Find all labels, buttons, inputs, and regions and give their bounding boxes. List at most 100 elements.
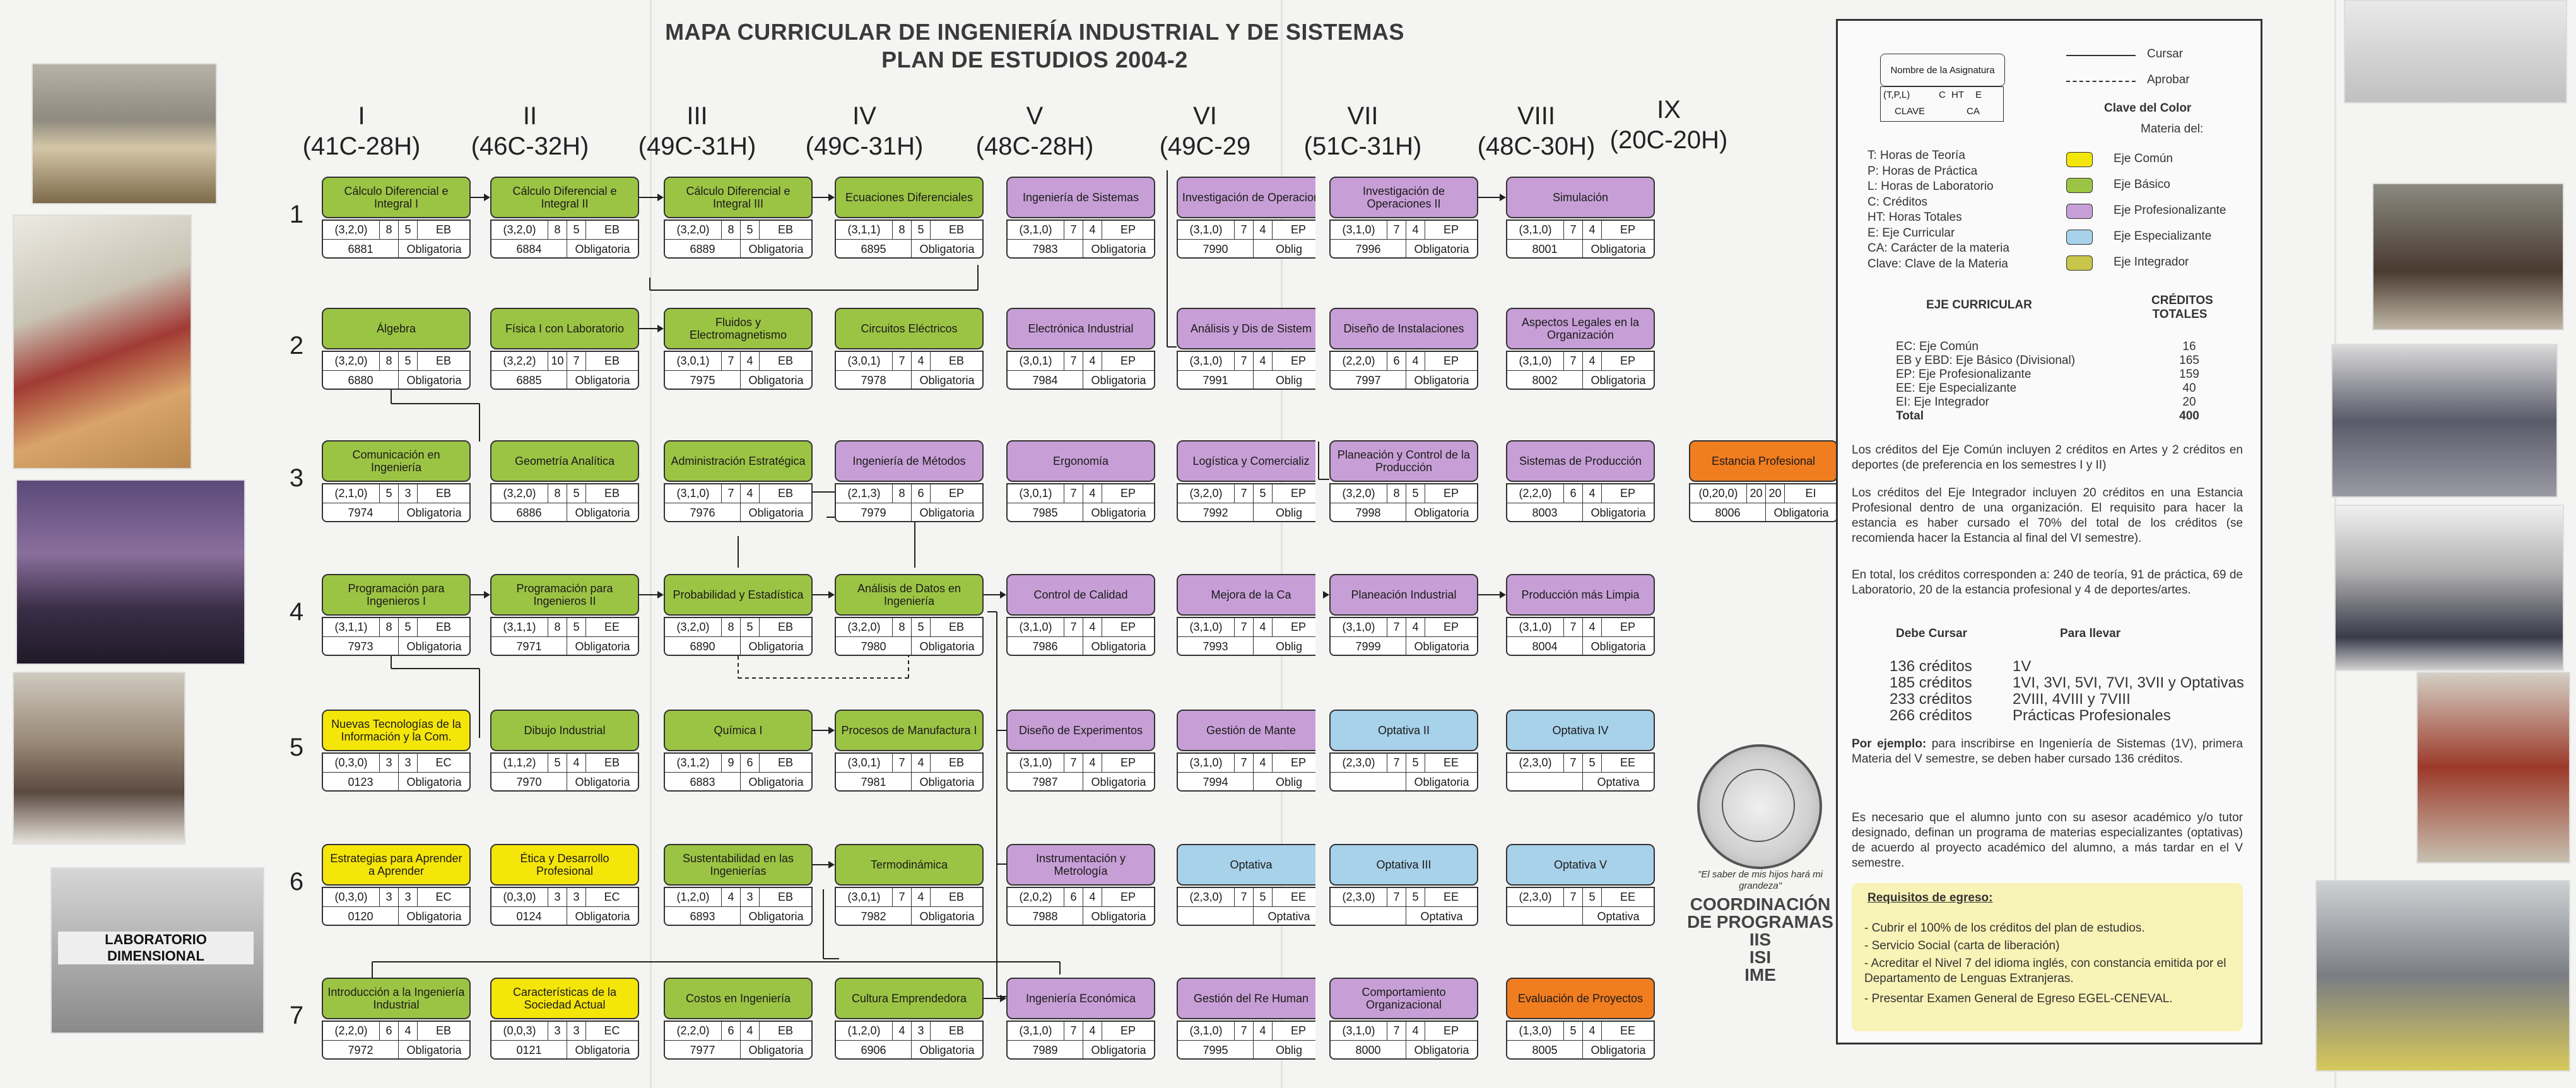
course-box[interactable]: Ingeniería Económica (3,1,0) 7 4 EP 7989 Oblig… — [1006, 978, 1155, 1061]
course-box[interactable]: Ética y Desarrollo Profesional (0,3,0) 3 3 E… — [490, 844, 639, 927]
course-box[interactable]: Ingeniería de Sistemas (3,1,0) 7 4 EP 7983 Obl… — [1006, 177, 1155, 260]
course-box[interactable]: Investigación de Operaciones II (3,1,0) 7 4… — [1329, 177, 1478, 260]
course-code: 8006 — [1690, 503, 1766, 521]
course-box[interactable]: Características de la Sociedad Actual (0,… — [490, 978, 639, 1061]
legend-panel — [1836, 19, 2262, 1044]
course-box[interactable]: Termodinámica (3,0,1) 7 4 EB 7982 Obligatoria — [835, 844, 984, 927]
course-box[interactable]: Cultura Emprendedora (1,2,0) 4 3 EB 6906 Oblig… — [835, 978, 984, 1061]
course-box[interactable]: Optativa III (2,3,0) 7 5 EE Optativa — [1329, 844, 1478, 927]
course-character: Obligatoria — [1414, 775, 1469, 788]
course-box[interactable]: Introducción a la Ingeniería Industrial(… — [322, 978, 471, 1061]
course-box[interactable]: Probabilidad y Estadística (3,2,0) 8 5 EB 689… — [664, 574, 813, 657]
course-tpl: (3,1,0) — [1008, 1022, 1064, 1041]
course-code: 6886 — [491, 503, 567, 521]
course-box[interactable]: Optativa IV (2,3,0) 7 5 EE Optativa — [1506, 710, 1655, 793]
course-box[interactable]: Optativa (2,3,0) 7 5 EE Optativa — [1177, 844, 1315, 927]
course-box[interactable]: Cálculo Diferencial e Integral I (3,2,0) 8… — [322, 177, 471, 260]
course-hours: 4 — [1083, 754, 1102, 773]
course-detail-grid: (0,3,0) 3 3 EC 0120 Obligatoria — [322, 887, 471, 926]
course-box[interactable]: Comportamiento Organizacional (3,1,0) 7 4 EP… — [1329, 978, 1478, 1061]
para-llevar-header: Para llevar — [2060, 627, 2121, 640]
course-character: Optativa — [1267, 910, 1310, 923]
course-axis: EP — [1602, 484, 1654, 503]
course-box[interactable]: Sistemas de Producción (2,2,0) 6 4 EP 8003 Obl… — [1506, 440, 1655, 524]
course-box[interactable]: Química I (3,1,2) 9 6 EB 6883 Obligatoria — [664, 710, 813, 793]
course-box[interactable]: Estancia Profesional (0,20,0) 20 20 EI 8006 Ob… — [1689, 440, 1838, 524]
course-box[interactable]: Instrumentación y Metrología (2,0,2) 6 4 EP 7… — [1006, 844, 1155, 927]
machine-photo-1 — [2344, 0, 2567, 103]
course-box[interactable]: Geometría Analítica (3,2,0) 8 5 EB 6886 Obliga… — [490, 440, 639, 524]
fold-line-2 — [1281, 0, 1283, 1088]
course-box[interactable]: Planeación y Control de la Producción (3,… — [1329, 440, 1478, 524]
course-box[interactable]: Física I con Laboratorio (3,2,2) 10 7 EB 6885… — [490, 308, 639, 391]
course-box[interactable]: Costos en Ingeniería (2,2,0) 6 4 EB 7977 Oblig… — [664, 978, 813, 1061]
course-box[interactable]: Producción más Limpia (3,1,0) 7 4 EP 8004 Obli… — [1506, 574, 1655, 657]
course-box[interactable]: Gestión de Mante (3,1,0) 7 4 EP 7994 Oblig — [1177, 710, 1315, 793]
course-box[interactable]: Sustentabilidad en las Ingenierías (1,2,0… — [664, 844, 813, 927]
course-box[interactable]: Mejora de la Ca (3,1,0) 7 4 EP 7993 Oblig — [1177, 574, 1315, 657]
course-credits: 7 — [1387, 221, 1406, 240]
course-box[interactable]: Circuitos Eléctricos (3,0,1) 7 4 EB 7978 Oblig… — [835, 308, 984, 391]
course-credits: 3 — [548, 888, 567, 907]
course-hours: 4 — [1254, 618, 1273, 637]
course-box[interactable]: Fluidos y Electromagnetismo (3,0,1) 7 4 EB 79… — [664, 308, 813, 391]
course-axis: EB — [760, 888, 811, 907]
course-box[interactable]: Nuevas Tecnologías de la Información y l… — [322, 710, 471, 793]
course-box[interactable]: Análisis y Dis de Sistem (3,1,0) 7 4 EP 7991 O… — [1177, 308, 1315, 391]
row-number: 5 — [289, 734, 304, 761]
course-detail-grid: (1,2,0) 4 3 EB 6893 Obligatoria — [664, 887, 813, 926]
course-code: 7990 — [1178, 240, 1254, 257]
course-box[interactable]: Ingeniería de Métodos (2,1,3) 8 6 EP 7979 Obli… — [835, 440, 984, 524]
laboratory-sign-photo: LABORATORIO DIMENSIONAL — [50, 867, 264, 1034]
course-code: 6883 — [665, 773, 741, 790]
course-code — [1507, 907, 1583, 925]
course-box[interactable]: Cálculo Diferencial e Integral III (3,2,0… — [664, 177, 813, 260]
course-box[interactable]: Procesos de Manufactura I (3,0,1) 7 4 EB 7981… — [835, 710, 984, 793]
course-box[interactable]: Logística y Comercializ (3,2,0) 7 5 EP 7992 Ob… — [1177, 440, 1315, 524]
course-tpl: (3,1,0) — [1008, 221, 1064, 240]
course-box[interactable]: Aspectos Legales en la Organización (3,1,… — [1506, 308, 1655, 391]
course-credits: 6 — [1387, 352, 1406, 371]
course-hours: 5 — [1583, 754, 1602, 773]
course-detail-grid: (2,0,2) 6 4 EP 7988 Obligatoria — [1006, 887, 1155, 926]
course-box[interactable]: Ergonomía (3,0,1) 7 4 EP 7985 Obligatoria — [1006, 440, 1155, 524]
course-character: Obligatoria — [1773, 506, 1829, 519]
course-box[interactable]: Programación para Ingenieros I (3,1,1) 8 5 E… — [322, 574, 471, 657]
course-box[interactable]: Gestión del Re Human (3,1,0) 7 4 EP 7995 Oblig — [1177, 978, 1315, 1061]
course-box[interactable]: Administración Estratégica (3,1,0) 7 4 EB 797… — [664, 440, 813, 524]
course-box[interactable]: Ecuaciones Diferenciales (3,1,1) 8 5 EB 6895 O… — [835, 177, 984, 260]
course-hours: 3 — [912, 1022, 931, 1041]
course-detail-grid: (3,2,0) 8 5 EB 6884 Obligatoria — [490, 219, 639, 259]
course-box[interactable]: Comunicación en Ingeniería (2,1,0) 5 3 EB 797… — [322, 440, 471, 524]
legend-key-c: C — [1939, 90, 1946, 100]
course-box[interactable]: Diseño de Instalaciones (2,2,0) 6 4 EP 7997 Ob… — [1329, 308, 1478, 391]
course-box[interactable]: Electrónica Industrial (3,0,1) 7 4 EP 7984 Obl… — [1006, 308, 1155, 391]
course-box[interactable]: Investigación de Operacion (3,1,0) 7 4 EP 799… — [1177, 177, 1315, 260]
course-character: Oblig — [1275, 506, 1303, 519]
course-box[interactable]: Planeación Industrial (3,1,0) 7 4 EP 7999 Obli… — [1329, 574, 1478, 657]
course-box[interactable]: Análisis de Datos en Ingeniería (3,2,0) 8 5… — [835, 574, 984, 657]
semester-roman: IV — [852, 102, 876, 130]
eje-label: EE: Eje Especializante — [1896, 382, 2017, 395]
course-box[interactable]: Simulación (3,1,0) 7 4 EP 8001 Obligatoria — [1506, 177, 1655, 260]
visitors-photo — [2372, 183, 2564, 330]
legend-abbreviation: C: Créditos — [1867, 195, 1928, 209]
course-box[interactable]: Cálculo Diferencial e Integral II (3,2,0)… — [490, 177, 639, 260]
course-tpl: (1,3,0) — [1507, 1022, 1564, 1041]
color-swatch-label: Eje Especializante — [2114, 230, 2212, 243]
course-code: 0120 — [323, 907, 399, 925]
course-box[interactable]: Diseño de Experimentos (3,1,0) 7 4 EP 7987 Obl… — [1006, 710, 1155, 793]
course-box[interactable]: Estrategias para Aprender a Aprender (0,3… — [322, 844, 471, 927]
course-detail-grid: (3,1,1) 8 5 EE 7971 Obligatoria — [490, 617, 639, 656]
course-box[interactable]: Optativa V (2,3,0) 7 5 EE Optativa — [1506, 844, 1655, 927]
course-box[interactable]: Optativa II (2,3,0) 7 5 EE Obligatoria — [1329, 710, 1478, 793]
course-box[interactable]: Programación para Ingenieros II (3,1,1) 8 5… — [490, 574, 639, 657]
course-box[interactable]: Control de Calidad (3,1,0) 7 4 EP 7986 Obligat… — [1006, 574, 1155, 657]
course-box[interactable]: Álgebra (3,2,0) 8 5 EB 6880 Obligatoria — [322, 308, 471, 391]
course-box[interactable]: Dibujo Industrial (1,1,2) 5 4 EB 7970 Obligato… — [490, 710, 639, 793]
course-character: Obligatoria — [406, 910, 462, 923]
course-box[interactable]: Evaluación de Proyectos (1,3,0) 5 4 EE 8005 Ob… — [1506, 978, 1655, 1061]
course-name: Logística y Comercializ — [1177, 440, 1315, 482]
course-detail-grid: (3,1,2) 9 6 EB 6883 Obligatoria — [664, 752, 813, 792]
course-name: Diseño de Experimentos — [1006, 710, 1155, 751]
